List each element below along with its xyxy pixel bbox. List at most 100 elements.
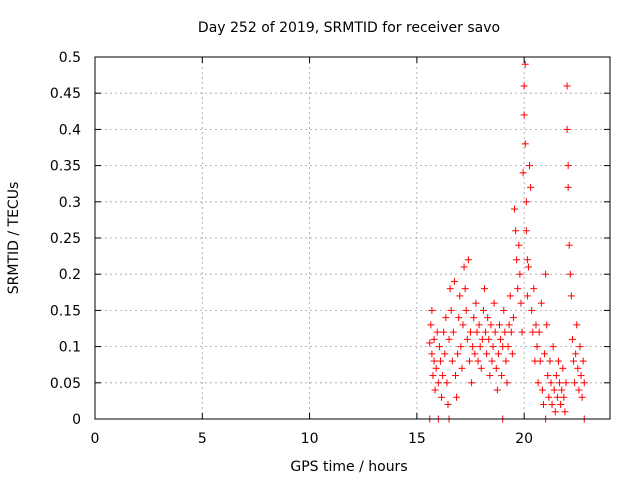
data-point <box>573 321 581 329</box>
data-point <box>443 379 451 387</box>
data-point <box>548 401 556 409</box>
data-point <box>440 328 448 336</box>
data-point <box>448 357 456 365</box>
data-point <box>495 321 503 329</box>
data-point <box>436 357 444 365</box>
data-point <box>462 306 470 314</box>
data-point <box>545 393 553 401</box>
data-point <box>445 335 453 343</box>
data-point <box>493 386 501 394</box>
y-tick-label: 0.45 <box>50 86 81 102</box>
data-point <box>527 183 535 191</box>
data-point <box>482 328 490 336</box>
data-point <box>429 372 437 380</box>
data-point <box>542 270 550 278</box>
data-point <box>498 372 506 380</box>
data-point <box>514 285 522 293</box>
data-point <box>580 379 588 387</box>
data-point <box>578 393 586 401</box>
data-point <box>503 379 511 387</box>
plot-frame <box>94 56 611 420</box>
data-point <box>557 401 565 409</box>
data-point <box>568 335 576 343</box>
data-point <box>435 343 443 351</box>
data-point <box>577 372 585 380</box>
data-point <box>511 205 519 213</box>
data-point <box>533 343 541 351</box>
data-point <box>476 343 484 351</box>
data-point <box>505 321 513 329</box>
data-point <box>460 263 468 271</box>
data-point <box>434 379 442 387</box>
data-point <box>487 321 495 329</box>
data-point <box>574 364 582 372</box>
data-point <box>534 379 542 387</box>
data-point <box>564 183 572 191</box>
data-point <box>471 350 479 358</box>
data-point <box>489 343 497 351</box>
data-point <box>486 372 494 380</box>
data-point <box>546 357 554 365</box>
data-point <box>522 227 530 235</box>
data-point <box>541 350 549 358</box>
data-point <box>555 357 562 365</box>
y-axis-label: SRMTID / TECUs <box>6 182 22 295</box>
data-point <box>456 292 464 300</box>
data-point <box>576 343 584 351</box>
data-point <box>465 357 473 365</box>
data-point <box>483 350 491 358</box>
y-tick-label: 0.5 <box>59 50 81 66</box>
data-point <box>490 299 498 307</box>
data-point <box>506 292 514 300</box>
y-tick-label: 0.35 <box>50 159 81 175</box>
data-point <box>571 379 579 387</box>
data-point <box>553 393 561 401</box>
data-point <box>564 162 572 170</box>
x-tick-label: 10 <box>301 431 319 447</box>
data-point <box>515 241 523 249</box>
data-point <box>556 379 564 387</box>
y-tick-label: 0.2 <box>59 267 81 283</box>
data-point <box>475 321 483 329</box>
data-point <box>536 357 544 365</box>
data-point <box>523 256 531 264</box>
data-point <box>547 379 555 387</box>
data-point <box>485 335 493 343</box>
data-point <box>559 364 567 372</box>
data-point <box>508 350 516 358</box>
data-point <box>523 292 531 300</box>
data-point <box>544 372 552 380</box>
data-point <box>461 285 469 293</box>
data-point <box>454 350 462 358</box>
data-point <box>539 401 547 409</box>
data-point <box>492 364 500 372</box>
data-point <box>537 299 545 307</box>
data-point <box>563 125 571 133</box>
chart-title: Day 252 of 2019, SRMTID for receiver sav… <box>198 20 500 36</box>
data-point <box>458 364 466 372</box>
data-point <box>484 314 492 322</box>
x-tick-label: 0 <box>91 431 100 447</box>
data-point <box>561 408 569 416</box>
data-point <box>497 335 505 343</box>
data-point <box>444 401 452 409</box>
x-axis-label: GPS time / hours <box>290 459 407 475</box>
data-point <box>455 314 463 322</box>
data-points <box>426 60 588 423</box>
data-point <box>565 241 573 249</box>
data-point <box>447 306 455 314</box>
data-point <box>432 364 440 372</box>
x-tick-label: 15 <box>408 431 426 447</box>
data-point <box>428 350 436 358</box>
data-point <box>464 256 472 264</box>
data-point <box>524 263 532 271</box>
data-point <box>562 379 570 387</box>
y-tick-label: 0.25 <box>50 231 81 247</box>
data-point <box>477 364 485 372</box>
data-point <box>452 372 459 380</box>
data-point <box>430 357 438 365</box>
data-point <box>566 270 574 278</box>
data-point <box>439 372 447 380</box>
data-point <box>442 314 450 322</box>
